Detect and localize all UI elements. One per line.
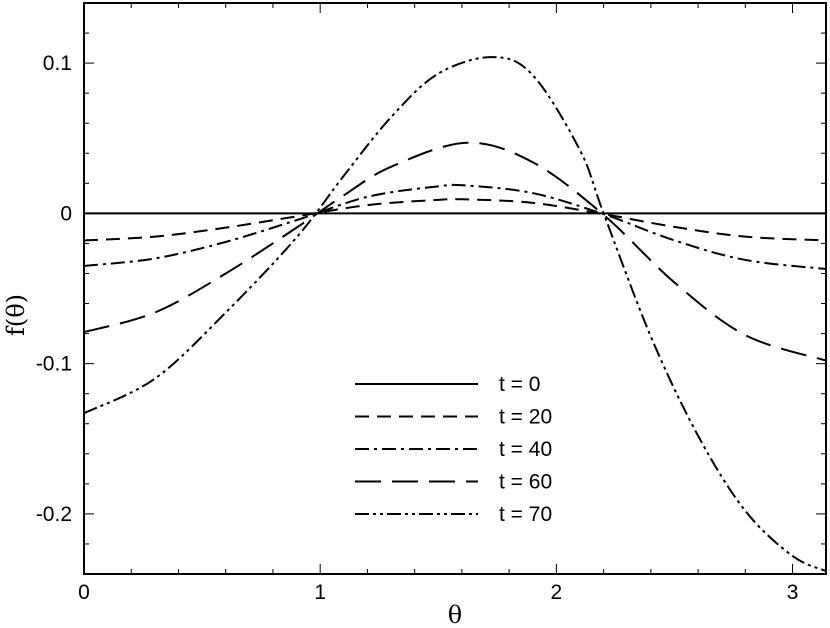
y-axis-label: f(θ) xyxy=(2,294,30,336)
legend-label-1: t = 0 xyxy=(499,373,540,396)
x-tick-label: 3 xyxy=(787,581,799,604)
legend: t = 0 t = 20 t = 40 t = 60 t = 70 xyxy=(355,373,552,526)
x-tick-label: 0 xyxy=(78,581,90,604)
series-line-4 xyxy=(84,143,826,361)
x-tick-label: 1 xyxy=(314,581,326,604)
series-group xyxy=(84,57,826,571)
y-tick-label: -0.2 xyxy=(36,503,72,526)
legend-label-2: t = 20 xyxy=(499,406,552,429)
ticks-group xyxy=(84,3,826,574)
series-line-2 xyxy=(84,199,826,240)
y-tick-label: -0.1 xyxy=(36,353,72,376)
plot-frame xyxy=(84,3,826,574)
legend-label-5: t = 70 xyxy=(499,503,552,526)
x-tick-label: 2 xyxy=(551,581,563,604)
plot-frame-group xyxy=(84,3,826,574)
y-tick-label: 0 xyxy=(60,202,72,225)
series-line-3 xyxy=(84,185,826,269)
legend-label-4: t = 60 xyxy=(499,471,552,494)
legend-label-3: t = 40 xyxy=(499,438,552,461)
series-line-5 xyxy=(84,57,826,571)
x-axis-label: θ xyxy=(448,601,462,628)
y-tick-label: 0.1 xyxy=(43,52,72,75)
tick-labels-group: 0 1 2 3 -0.2 -0.1 0 0.1 xyxy=(36,52,799,604)
